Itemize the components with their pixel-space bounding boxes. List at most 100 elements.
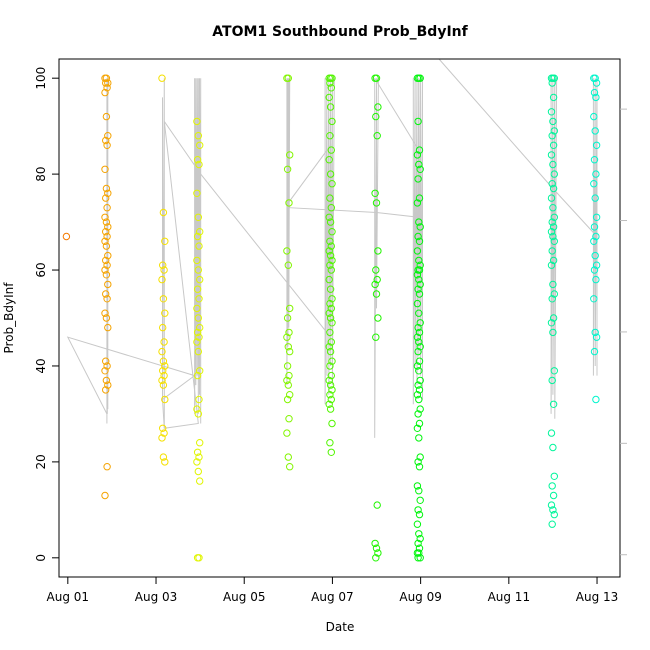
bathymetry-track-8: [592, 78, 598, 376]
data-point: [101, 266, 109, 274]
data-point: [592, 261, 601, 269]
data-point: [415, 549, 423, 557]
data-point: [592, 232, 600, 241]
data-point: [160, 371, 168, 380]
data-point: [415, 194, 424, 202]
right-tick-label: 200: [647, 98, 650, 121]
transit-line-3: [438, 58, 598, 237]
data-point: [101, 165, 109, 174]
data-point: [325, 93, 333, 102]
data-point: [326, 103, 335, 111]
transit-line-0: [66, 121, 202, 429]
data-point: [373, 275, 381, 284]
data-point: [550, 127, 558, 135]
data-point: [103, 362, 111, 370]
data-point: [101, 309, 109, 317]
data-point: [286, 347, 294, 356]
data-point: [326, 237, 334, 246]
data-point: [548, 482, 556, 490]
data-point: [101, 237, 109, 246]
data-point: [371, 280, 379, 289]
chart-title: ATOM1 Southbound Prob_BdyInf: [212, 24, 468, 40]
data-point: [196, 228, 204, 236]
data-point: [549, 328, 557, 337]
data-point: [416, 165, 424, 174]
x-tick-label: Aug 01: [47, 590, 90, 604]
bathymetry-track-6: [412, 78, 423, 405]
data-point: [592, 79, 601, 87]
data-point: [102, 290, 110, 298]
x-axis: Aug 01 Aug 03 Aug 05 Aug 07 Aug 09 Aug 11 Aug …: [47, 577, 618, 604]
data-point: [327, 448, 335, 456]
data-point: [415, 386, 424, 394]
right-tick-label: 400: [647, 209, 650, 232]
data-point: [413, 151, 422, 159]
data-point: [194, 467, 203, 476]
data-point: [590, 180, 598, 188]
data-point: [415, 487, 423, 495]
bathymetry-track-1: [162, 78, 165, 429]
data-point: [327, 84, 335, 92]
data-point: [161, 237, 169, 246]
data-point: [103, 204, 111, 212]
data-point: [102, 376, 111, 385]
data-point: [196, 477, 204, 485]
data-point: [548, 520, 556, 528]
data-point: [284, 343, 292, 351]
x-tick-label: Aug 03: [135, 590, 178, 604]
data-point: [326, 381, 335, 389]
data-point: [415, 395, 423, 404]
data-point: [159, 357, 168, 365]
data-point: [328, 256, 336, 265]
data-point: [413, 391, 422, 399]
data-point: [549, 400, 558, 408]
y-axis: 0 20 40 60 80 100: [34, 67, 59, 562]
bathymetry-track-3: [286, 78, 291, 386]
data-point: [160, 266, 168, 274]
data-point: [327, 266, 335, 274]
y-tick-label: 80: [34, 166, 48, 181]
data-point: [327, 395, 335, 404]
data-point: [326, 261, 334, 269]
data-point: [415, 256, 423, 265]
data-point: [549, 204, 557, 212]
data-point: [195, 453, 203, 461]
right-axis: 200 400 600 800 1000: [620, 98, 650, 570]
data-point: [416, 376, 424, 385]
x-tick-label: Aug 09: [399, 590, 442, 604]
right-tick-label: 600: [647, 320, 650, 343]
data-point: [325, 156, 333, 164]
data-point: [62, 232, 71, 241]
data-point: [415, 338, 423, 346]
data-point: [104, 189, 112, 198]
data-point: [161, 395, 169, 404]
data-point: [326, 79, 334, 87]
data-point: [284, 381, 292, 389]
data-point: [416, 261, 424, 269]
data-point: [548, 79, 556, 87]
data-point: [196, 275, 204, 284]
data-point: [413, 424, 422, 432]
data-point: [547, 194, 556, 202]
data-point: [592, 213, 601, 222]
data-point: [283, 333, 291, 341]
data-point: [414, 539, 422, 548]
transit-line-2: [374, 77, 420, 151]
data-point: [550, 213, 558, 222]
data-point: [590, 156, 599, 164]
data-point: [103, 232, 111, 241]
data-point: [414, 285, 422, 293]
data-point: [547, 319, 556, 327]
data-point: [413, 299, 422, 308]
data-point: [548, 376, 556, 385]
data-point: [590, 237, 598, 246]
y-tick-label: 0: [34, 554, 48, 562]
x-axis-label: Date: [326, 620, 355, 634]
data-point: [328, 419, 336, 428]
data-point: [416, 496, 424, 504]
x-tick-label: Aug 05: [223, 590, 266, 604]
data-point: [325, 309, 333, 317]
data-point: [159, 295, 168, 303]
data-point: [414, 410, 422, 418]
data-point: [590, 88, 599, 97]
